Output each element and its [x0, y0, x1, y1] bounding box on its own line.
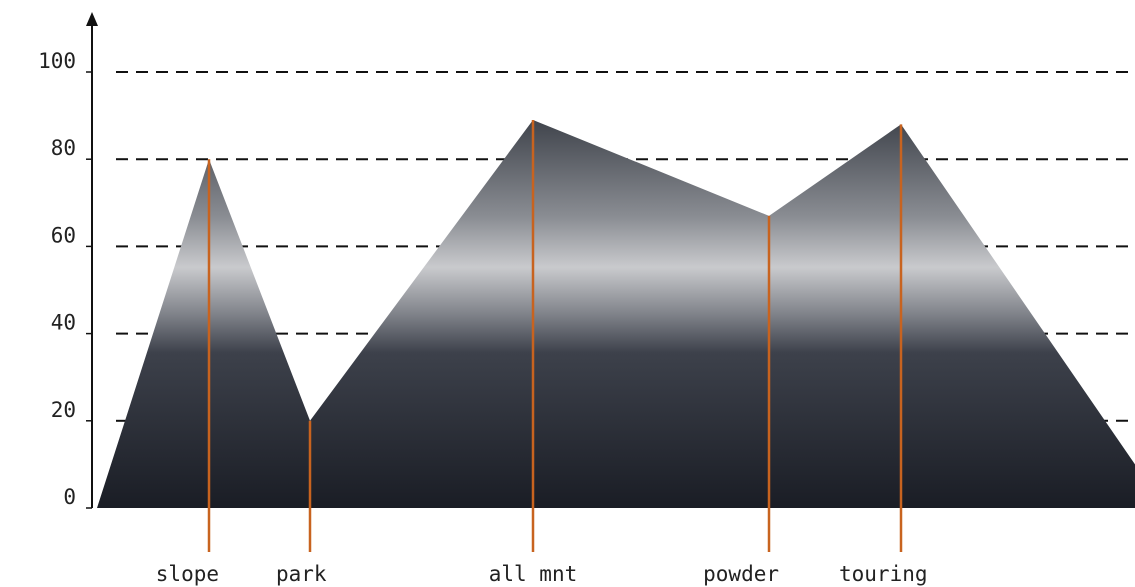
x-tick-label: park	[276, 562, 327, 586]
x-tick-label: touring	[839, 562, 928, 586]
y-tick-label: 0	[63, 485, 76, 509]
y-tick-label: 80	[51, 136, 76, 160]
y-tick-label: 20	[51, 398, 76, 422]
area	[97, 119, 1135, 509]
y-tick-label: 100	[38, 49, 76, 73]
y-axis-arrow	[86, 12, 98, 26]
marker-layer	[207, 119, 903, 552]
x-tick-label: slope	[156, 562, 219, 586]
y-tick-label: 60	[51, 223, 76, 247]
x-tick-label: powder	[703, 562, 779, 586]
area-layer	[97, 119, 1135, 509]
x-tick-label: all mnt	[489, 562, 578, 586]
y-tick-label: 40	[51, 311, 76, 335]
